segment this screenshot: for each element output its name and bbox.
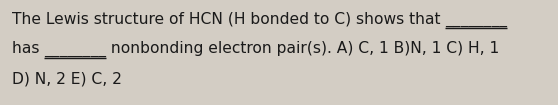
Text: D) N, 2 E) C, 2: D) N, 2 E) C, 2 <box>12 71 122 86</box>
Text: has: has <box>12 41 45 56</box>
Text: nonbonding electron pair(s). A) C, 1 B)N, 1 C) H, 1: nonbonding electron pair(s). A) C, 1 B)N… <box>107 41 499 56</box>
Text: The Lewis structure of HCN (H bonded to C) shows that: The Lewis structure of HCN (H bonded to … <box>12 11 445 26</box>
Text: ________: ________ <box>445 12 507 27</box>
Text: ________: ________ <box>45 42 107 57</box>
